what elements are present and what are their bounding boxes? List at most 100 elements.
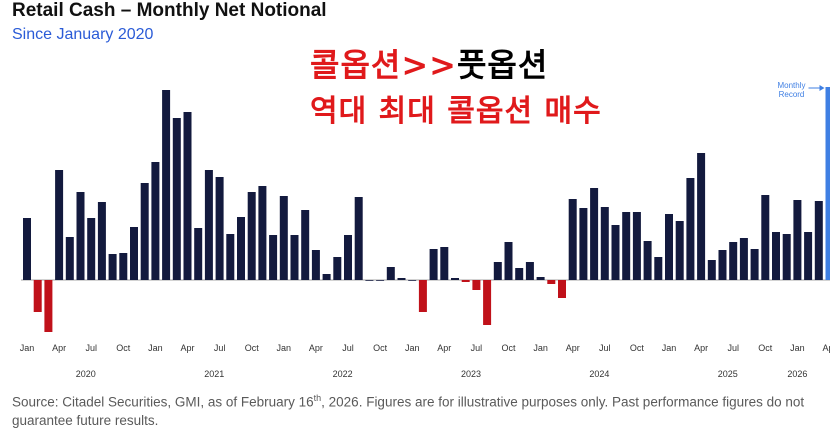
bar	[162, 90, 170, 280]
source-note: Source: Citadel Securities, GMI, as of F…	[12, 389, 822, 430]
year-tick-label: 2026	[787, 369, 807, 379]
month-tick-label: Jan	[533, 343, 548, 353]
bar	[612, 225, 620, 280]
month-tick-label: Jul	[342, 343, 354, 353]
bar	[194, 228, 202, 280]
bar	[579, 208, 587, 280]
bar	[569, 199, 577, 280]
bar	[633, 212, 641, 280]
bar	[141, 183, 149, 280]
bar	[665, 214, 673, 280]
month-tick-label: Jan	[662, 343, 677, 353]
month-tick-label: Apr	[180, 343, 194, 353]
bar	[772, 232, 780, 280]
bar	[66, 237, 74, 280]
month-tick-label: Apr	[52, 343, 66, 353]
bar	[719, 250, 727, 280]
month-tick-label: Jan	[148, 343, 163, 353]
bar	[344, 235, 352, 280]
bar	[226, 234, 234, 280]
year-tick-label: 2022	[333, 369, 353, 379]
bar	[323, 274, 331, 280]
bar	[44, 280, 52, 332]
bar	[601, 207, 609, 280]
bar	[537, 277, 545, 280]
bar	[119, 253, 127, 280]
chart-plot: Jan Apr Jul Oct Jan Apr Jul Oct Jan Apr Jul Oct Jan A…	[0, 0, 830, 390]
month-tick-label: Oct	[501, 343, 516, 353]
bar	[98, 202, 106, 280]
bar	[387, 267, 395, 280]
bar	[398, 278, 406, 280]
month-tick-label: Jul	[727, 343, 739, 353]
bar	[740, 238, 748, 280]
bar	[408, 280, 416, 281]
month-tick-label: Jul	[214, 343, 226, 353]
bar	[301, 210, 309, 280]
bar	[248, 192, 256, 280]
month-tick-label: Jul	[85, 343, 97, 353]
bar	[708, 260, 716, 280]
bar	[761, 195, 769, 280]
year-tick-label: 2021	[204, 369, 224, 379]
record-annotation-line2: Record	[779, 90, 805, 99]
bar	[55, 170, 63, 280]
bar	[547, 280, 555, 284]
month-tick-label: Oct	[245, 343, 260, 353]
month-tick-label: Oct	[758, 343, 773, 353]
bar	[783, 234, 791, 280]
bar	[77, 192, 85, 280]
bar	[793, 200, 801, 280]
record-annotation-line1: Monthly	[777, 81, 805, 90]
bar	[151, 162, 159, 280]
bar	[451, 278, 459, 280]
bar	[483, 280, 491, 325]
year-tick-label: 2023	[461, 369, 481, 379]
month-tick-label: Apr	[822, 343, 830, 353]
bar	[205, 170, 213, 280]
bar	[376, 280, 384, 281]
bar	[333, 257, 341, 280]
bar	[130, 227, 138, 280]
bar	[526, 262, 534, 280]
bar	[440, 247, 448, 280]
bar	[173, 118, 181, 280]
month-tick-label: Apr	[694, 343, 708, 353]
bar	[258, 186, 266, 280]
bar	[280, 196, 288, 280]
bar	[558, 280, 566, 298]
month-tick-label: Oct	[116, 343, 131, 353]
record-arrow-head	[820, 85, 825, 91]
bar	[419, 280, 427, 312]
bar	[751, 249, 759, 280]
year-tick-label: 2025	[718, 369, 738, 379]
bar	[462, 280, 470, 282]
bar	[312, 250, 320, 280]
month-tick-label: Jan	[20, 343, 35, 353]
year-tick-label: 2024	[589, 369, 609, 379]
bar	[644, 241, 652, 280]
bar	[729, 242, 737, 280]
bar	[23, 218, 31, 280]
bar	[472, 280, 480, 290]
bar	[430, 249, 438, 280]
bar	[494, 262, 502, 280]
bar	[697, 153, 705, 280]
bar	[676, 221, 684, 280]
bar	[87, 218, 95, 280]
bar	[505, 242, 513, 280]
bar	[216, 177, 224, 280]
bar	[355, 197, 363, 280]
year-tick-label: 2020	[76, 369, 96, 379]
month-tick-label: Apr	[437, 343, 451, 353]
bar	[590, 188, 598, 280]
month-tick-label: Apr	[566, 343, 580, 353]
month-tick-label: Oct	[373, 343, 388, 353]
bar	[109, 254, 117, 280]
bar	[365, 280, 373, 281]
month-tick-label: Jul	[471, 343, 483, 353]
month-tick-label: Jul	[599, 343, 611, 353]
bar	[826, 87, 830, 280]
bar	[34, 280, 42, 312]
month-tick-label: Apr	[309, 343, 323, 353]
